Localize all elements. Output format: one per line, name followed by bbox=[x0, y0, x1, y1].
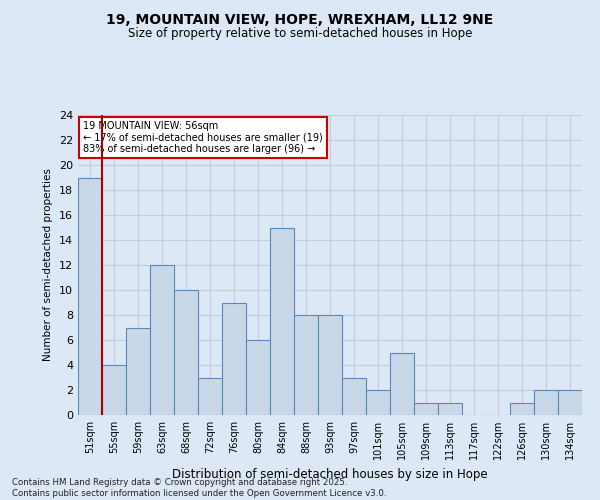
Bar bbox=[342, 378, 366, 415]
Bar bbox=[318, 315, 342, 415]
Bar bbox=[78, 178, 102, 415]
Text: Contains HM Land Registry data © Crown copyright and database right 2025.
Contai: Contains HM Land Registry data © Crown c… bbox=[12, 478, 386, 498]
Bar bbox=[270, 228, 294, 415]
Bar bbox=[198, 378, 222, 415]
X-axis label: Distribution of semi-detached houses by size in Hope: Distribution of semi-detached houses by … bbox=[172, 468, 488, 480]
Bar bbox=[222, 302, 246, 415]
Bar bbox=[534, 390, 558, 415]
Bar bbox=[246, 340, 270, 415]
Text: 19 MOUNTAIN VIEW: 56sqm
← 17% of semi-detached houses are smaller (19)
83% of se: 19 MOUNTAIN VIEW: 56sqm ← 17% of semi-de… bbox=[83, 121, 323, 154]
Text: 19, MOUNTAIN VIEW, HOPE, WREXHAM, LL12 9NE: 19, MOUNTAIN VIEW, HOPE, WREXHAM, LL12 9… bbox=[106, 12, 494, 26]
Bar bbox=[150, 265, 174, 415]
Bar bbox=[390, 352, 414, 415]
Bar bbox=[174, 290, 198, 415]
Bar bbox=[510, 402, 534, 415]
Text: Size of property relative to semi-detached houses in Hope: Size of property relative to semi-detach… bbox=[128, 28, 472, 40]
Bar bbox=[558, 390, 582, 415]
Bar bbox=[438, 402, 462, 415]
Y-axis label: Number of semi-detached properties: Number of semi-detached properties bbox=[43, 168, 53, 362]
Bar bbox=[126, 328, 150, 415]
Bar bbox=[414, 402, 438, 415]
Bar bbox=[102, 365, 126, 415]
Bar bbox=[294, 315, 318, 415]
Bar bbox=[366, 390, 390, 415]
